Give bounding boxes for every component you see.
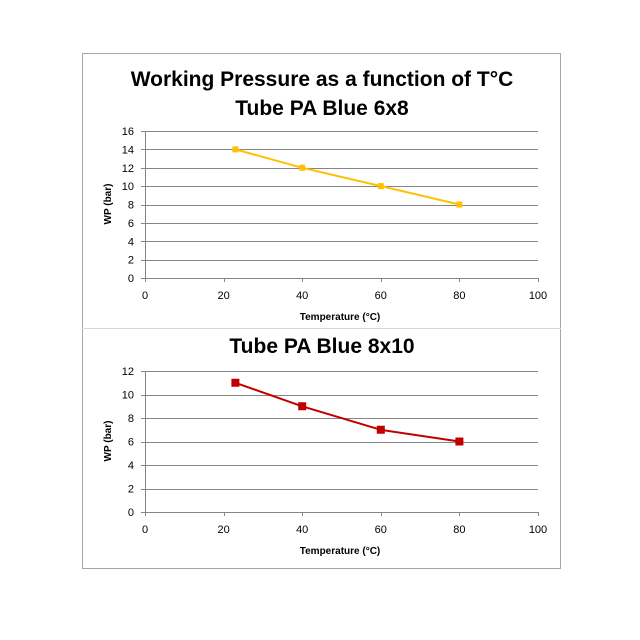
data-point bbox=[232, 146, 239, 153]
y-tick-label: 0 bbox=[128, 507, 134, 519]
y-tick-label: 6 bbox=[128, 218, 134, 230]
y-tick-label: 8 bbox=[128, 413, 134, 425]
x-tick-label: 40 bbox=[296, 290, 308, 302]
data-point bbox=[455, 437, 464, 446]
y-tick-label: 12 bbox=[122, 366, 134, 378]
x-tick-label: 60 bbox=[375, 524, 387, 536]
x-tick-label: 60 bbox=[375, 290, 387, 302]
y-tick-label: 4 bbox=[128, 236, 134, 248]
chart-title: Tube PA Blue 8x10 bbox=[229, 335, 414, 358]
chart-subtitle: Tube PA Blue 6x8 bbox=[235, 97, 409, 120]
x-tick-label: 100 bbox=[529, 524, 547, 536]
series-line bbox=[235, 381, 460, 443]
x-tick-label: 0 bbox=[142, 290, 148, 302]
y-tick-label: 16 bbox=[122, 126, 134, 138]
y-tick-label: 2 bbox=[128, 255, 134, 267]
x-tick-label: 20 bbox=[217, 524, 229, 536]
x-tick-label: 20 bbox=[217, 290, 229, 302]
data-point bbox=[298, 402, 307, 411]
y-tick-label: 8 bbox=[128, 200, 134, 212]
x-tick-label: 80 bbox=[453, 290, 465, 302]
y-tick-label: 10 bbox=[122, 181, 134, 193]
y-tick-label: 0 bbox=[128, 273, 134, 285]
chart-frame bbox=[82, 53, 561, 569]
data-point bbox=[299, 164, 306, 171]
data-point bbox=[231, 378, 240, 387]
series-line bbox=[235, 148, 460, 206]
y-tick-label: 4 bbox=[128, 460, 134, 472]
chart-divider bbox=[82, 328, 561, 329]
y-axis-title: WP (bar) bbox=[103, 184, 114, 225]
y-axis-title: WP (bar) bbox=[103, 421, 114, 462]
y-tick-label: 2 bbox=[128, 484, 134, 496]
x-tick-label: 80 bbox=[453, 524, 465, 536]
x-axis-title: Temperature (°C) bbox=[300, 546, 381, 557]
data-point bbox=[456, 201, 463, 208]
chart-title: Working Pressure as a function of T°C bbox=[131, 68, 514, 91]
data-point bbox=[376, 425, 385, 434]
x-tick-label: 40 bbox=[296, 524, 308, 536]
y-tick-label: 6 bbox=[128, 437, 134, 449]
x-axis-title: Temperature (°C) bbox=[300, 312, 381, 323]
x-tick-label: 0 bbox=[142, 524, 148, 536]
y-tick-label: 14 bbox=[122, 144, 134, 156]
data-point bbox=[377, 183, 384, 190]
y-tick-label: 10 bbox=[122, 390, 134, 402]
x-tick-label: 100 bbox=[529, 290, 547, 302]
y-tick-label: 12 bbox=[122, 163, 134, 175]
